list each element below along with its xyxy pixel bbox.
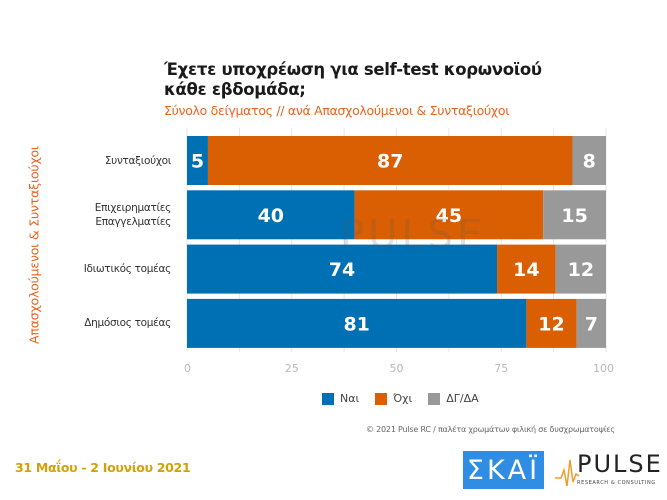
bar-segment	[187, 298, 527, 348]
pulse-logo-text: PULSE	[577, 450, 663, 478]
x-tick-label: 50	[390, 362, 404, 375]
legend-item: Ναι	[322, 392, 359, 405]
bar-segment	[187, 190, 355, 240]
x-tick-label: 0	[184, 362, 191, 375]
category-label: Συνταξιούχοι	[105, 154, 171, 168]
pulse-logo: PULSE RESEARCH & CONSULTING	[555, 450, 663, 490]
category-label-line: Επαγγελματίες	[95, 215, 171, 228]
legend: Ναι Όχι ΔΓ/ΔΑ	[322, 392, 495, 405]
category-label-line: Επιχειρηματίες	[94, 201, 172, 214]
legend-item: Όχι	[375, 392, 412, 405]
legend-label: ΔΓ/ΔΑ	[446, 392, 479, 405]
data-label: 87	[377, 151, 403, 173]
category-label: Ιδιωτικός τομέας	[83, 262, 172, 276]
pulse-logo-subtext: RESEARCH & CONSULTING	[577, 480, 656, 486]
data-label: 81	[343, 313, 369, 335]
data-label: 7	[585, 313, 598, 335]
data-label: 5	[191, 151, 204, 173]
legend-swatch	[375, 392, 388, 405]
data-label: 14	[513, 259, 539, 281]
bar-segment	[207, 136, 573, 185]
bar-segment	[555, 244, 606, 294]
bar-segment	[187, 136, 208, 185]
legend-label: Ναι	[340, 392, 360, 405]
x-tick-label: 100	[593, 362, 614, 375]
category-label-line: Συνταξιούχοι	[104, 154, 171, 167]
legend-swatch	[322, 392, 334, 405]
bar-segment	[576, 298, 606, 348]
data-label: 12	[568, 259, 594, 281]
legend-label: Όχι	[393, 392, 413, 405]
skai-logo: ΣΚΑΪ	[463, 451, 544, 489]
category-label: Επιχειρηματίες Επαγγελματίες	[94, 201, 172, 229]
bar-segment	[543, 190, 606, 240]
legend-swatch	[428, 392, 441, 405]
pulse-wave-icon	[555, 459, 579, 487]
chart-subtitle: Σύνολο δείγματος // ανά Απασχολούμενοι &…	[164, 103, 510, 118]
bar-segment	[497, 244, 556, 294]
data-label: 45	[436, 205, 462, 227]
x-tick-label: 25	[285, 362, 299, 375]
data-label: 15	[561, 205, 587, 227]
bar-segment	[354, 190, 544, 240]
category-label-line: Ιδιωτικός τομέας	[83, 263, 172, 276]
bar-segment	[187, 244, 498, 294]
category-label: Δημόσιος τομέας	[84, 316, 171, 330]
bar-segment	[572, 136, 606, 185]
data-label: 8	[583, 151, 596, 173]
data-label: 74	[329, 259, 355, 281]
bar-segment	[526, 298, 577, 348]
data-label: 12	[538, 313, 564, 335]
data-label: 40	[258, 205, 284, 227]
x-tick-label: 75	[494, 362, 508, 375]
category-label-line: Δημόσιος τομέας	[84, 317, 171, 330]
legend-item: ΔΓ/ΔΑ	[428, 392, 479, 405]
chart-title: Έχετε υποχρέωση για self-test κορωνοϊού …	[164, 60, 542, 99]
copyright-note: © 2021 Pulse RC / παλέτα χρωμάτων φιλική…	[366, 425, 615, 434]
survey-date: 31 Μαΐου - 2 Ιουνίου 2021	[15, 460, 191, 475]
